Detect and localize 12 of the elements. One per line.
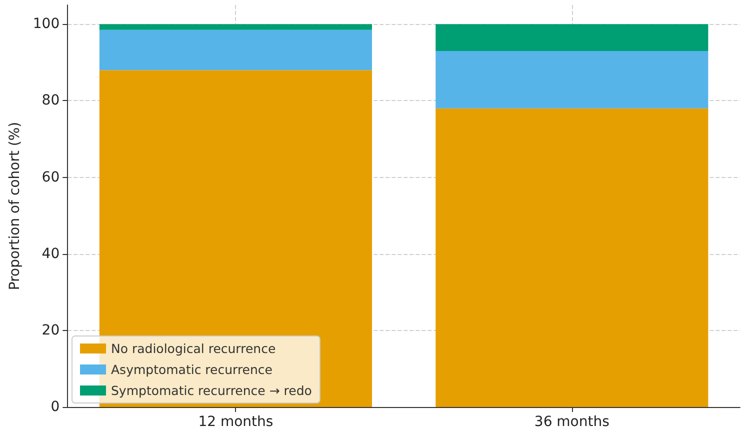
y-tick-label: 60: [42, 169, 60, 186]
y-axis-title: Proportion of cohort (%): [7, 122, 23, 290]
legend-label: Symptomatic recurrence → redo: [111, 383, 312, 398]
y-tick-label: 100: [32, 16, 60, 32]
y-tick-label: 20: [42, 322, 60, 338]
x-tick-label: 12 months: [198, 414, 274, 430]
y-tick-label: 80: [42, 92, 60, 109]
y-tick-label: 0: [50, 399, 60, 415]
legend-label: No radiological recurrence: [111, 341, 276, 356]
x-tick-label: 36 months: [534, 414, 610, 430]
y-tick-label: 40: [42, 246, 60, 262]
legend-label: Asymptomatic recurrence: [111, 362, 273, 377]
